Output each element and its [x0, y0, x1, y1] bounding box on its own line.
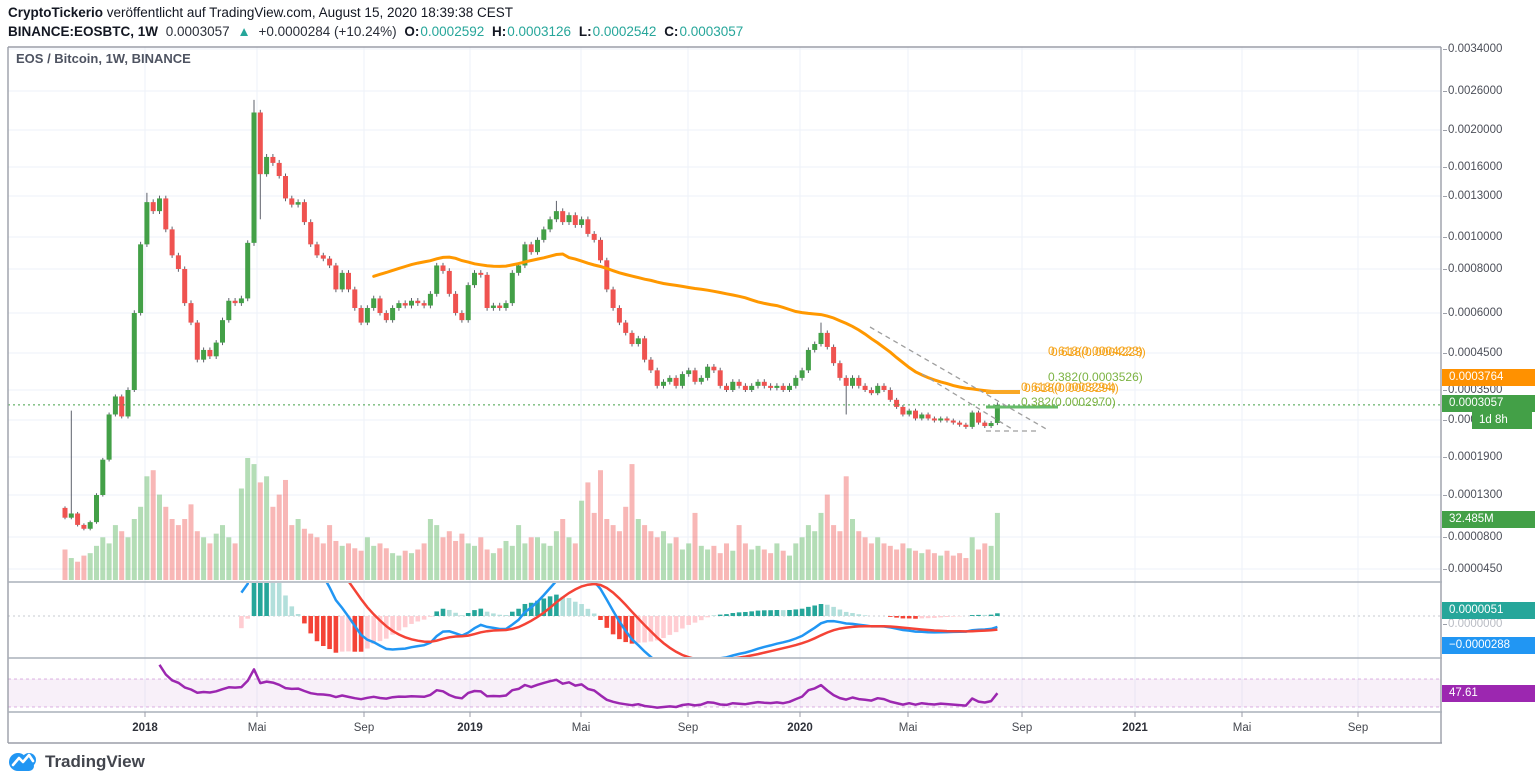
- price-axis[interactable]: 0.0034000 0.0026000 0.0020000 0.0016000 0.00…: [1442, 0, 1536, 783]
- ma-value-badge: 0.0003764: [1442, 369, 1535, 386]
- symbol-watermark: EOS / Bitcoin, 1W, BINANCE: [16, 51, 191, 66]
- tradingview-logo-text: TradingView: [45, 752, 145, 771]
- fib-level-label: 0.382(0.0002970): [1021, 395, 1116, 409]
- publish-info: veröffentlicht auf TradingView.com, Augu…: [103, 5, 514, 20]
- open-label: O:: [404, 24, 420, 39]
- fib-level-label: 0.618(0.0003294) 0.618(0.0003294): [1021, 380, 1119, 395]
- time-axis-label: Sep: [1011, 722, 1033, 734]
- price-axis-label: 0.0003500: [1442, 384, 1503, 396]
- fib-level-label: 0.618(0.0004223) 0.618(0.0004223): [1048, 344, 1146, 359]
- price-axis-label: 0.0026000: [1442, 85, 1503, 97]
- price-axis-label: 0.0008000: [1442, 263, 1503, 275]
- price-axis-label: 0.0000450: [1442, 563, 1503, 575]
- price-axis-label: 0.0001900: [1442, 451, 1503, 463]
- price-axis-label: 0.0034000: [1442, 43, 1503, 55]
- high-value: 0.0003126: [507, 24, 572, 39]
- price-axis-label: 0.0000000: [1442, 618, 1503, 630]
- price-axis-label: 0.0006000: [1442, 307, 1503, 319]
- symbol-name: BINANCE:EOSBTC, 1W: [8, 24, 159, 39]
- bar-countdown-badge: 1d 8h: [1472, 412, 1532, 429]
- rsi-value-badge: 47.61: [1442, 685, 1535, 702]
- time-axis-label: 2020: [787, 722, 813, 734]
- price-axis-label: 0.0001300: [1442, 489, 1503, 501]
- up-arrow-icon: ▲: [237, 24, 251, 39]
- price-axis-label: 0.0013000: [1442, 190, 1503, 202]
- open-value: 0.0002592: [420, 24, 485, 39]
- price-axis-label: 0.0016000: [1442, 161, 1503, 173]
- price-axis-label: 0.0004500: [1442, 347, 1503, 359]
- price-axis-label: 0.0020000: [1442, 124, 1503, 136]
- low-label: L:: [578, 24, 592, 39]
- volume-value-badge: 32.485M: [1442, 511, 1535, 528]
- time-axis-label: Mai: [1232, 722, 1252, 734]
- close-label: C:: [664, 24, 679, 39]
- time-axis-label: Sep: [353, 722, 375, 734]
- time-axis-label: 2018: [132, 722, 158, 734]
- low-value: 0.0002542: [592, 24, 657, 39]
- publish-line: CryptoTickerio veröffentlicht auf Tradin…: [8, 3, 747, 22]
- time-axis-label: 2019: [457, 722, 483, 734]
- macd-line-badge: −0.0000288: [1442, 637, 1535, 654]
- close-value: 0.0003057: [679, 24, 744, 39]
- price-axis-label: 0.0000800: [1442, 531, 1503, 543]
- header: CryptoTickerio veröffentlicht auf Tradin…: [8, 3, 747, 41]
- time-axis-label: Sep: [677, 722, 699, 734]
- price-change: +0.0000284 (+10.24%): [258, 24, 397, 39]
- last-price: 0.0003057: [165, 24, 230, 39]
- time-axis-label: Mai: [571, 722, 591, 734]
- time-axis-label: Sep: [1347, 722, 1369, 734]
- price-axis-label: 0.0010000: [1442, 231, 1503, 243]
- symbol-line: BINANCE:EOSBTC, 1W 0.0003057 ▲ +0.000028…: [8, 22, 747, 41]
- tradingview-logo: TradingView: [6, 749, 145, 775]
- fib-level-label: 0.382(0.0003526): [1048, 370, 1143, 384]
- time-axis-label: 2021: [1122, 722, 1148, 734]
- macd-histogram-badge: 0.0000051: [1442, 602, 1535, 619]
- time-axis-label: Mai: [247, 722, 267, 734]
- time-axis[interactable]: 2018 Mai Sep 2019 Mai Sep 2020 Mai Sep 2021 Mai Sep: [0, 713, 1441, 743]
- publisher-name: CryptoTickerio: [8, 5, 104, 20]
- time-axis-label: Mai: [898, 722, 918, 734]
- tradingview-cloud-icon: [9, 753, 36, 771]
- current-price-badge: 0.0003057: [1442, 395, 1535, 412]
- high-label: H:: [492, 24, 507, 39]
